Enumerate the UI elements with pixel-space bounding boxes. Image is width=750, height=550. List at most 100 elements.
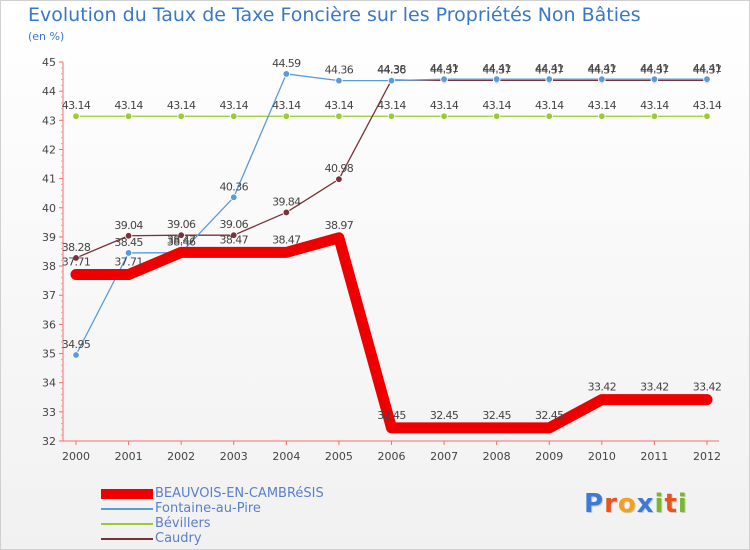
data-point: [441, 113, 448, 120]
line-chart: 32333435363738394041424344452000 2001 2002…: [1, 1, 749, 549]
data-point: [441, 76, 448, 83]
data-point: [178, 113, 185, 120]
data-point: [230, 194, 237, 201]
y-tick-label: 33: [42, 406, 56, 419]
y-tick-label: 35: [42, 348, 56, 361]
data-point: [388, 77, 395, 84]
x-tick-label: 2007: [430, 450, 458, 463]
x-tick-label: 2002: [167, 450, 195, 463]
data-label: 43.14: [482, 99, 511, 112]
proxiti-logo: Proxiti: [584, 489, 688, 519]
data-point: [388, 113, 395, 120]
data-label: 43.14: [167, 99, 196, 112]
data-label: 43.14: [325, 99, 354, 112]
y-tick-label: 43: [42, 114, 56, 127]
data-label: 39.84: [272, 195, 301, 208]
x-tick-label: 2010: [588, 450, 616, 463]
logo-letter: o: [618, 489, 637, 519]
data-label: 43.14: [377, 99, 406, 112]
data-point: [336, 113, 343, 120]
x-tick-label: 2001: [115, 450, 143, 463]
y-tick-label: 44: [42, 85, 56, 98]
legend-label: Caudry: [155, 531, 202, 546]
y-tick-label: 41: [42, 173, 56, 186]
data-label: 33.42: [588, 381, 617, 394]
data-label: 44.59: [272, 57, 301, 70]
data-label: 38.45: [114, 236, 143, 249]
y-tick-label: 37: [42, 289, 56, 302]
legend-swatch: [101, 489, 153, 499]
x-tick-label: 2003: [220, 450, 248, 463]
data-label: 40.36: [220, 180, 249, 193]
y-tick-label: 32: [42, 435, 56, 448]
data-label: 40.98: [325, 162, 354, 175]
data-label: 44.41: [482, 62, 511, 75]
data-label: 43.14: [588, 99, 617, 112]
data-label: 38.47: [272, 233, 301, 246]
data-label: 44.41: [430, 62, 459, 75]
legend-swatch: [101, 508, 153, 510]
data-label: 33.42: [693, 381, 722, 394]
logo-letter: P: [584, 489, 604, 519]
data-label: 44.41: [588, 62, 617, 75]
data-label: 32.45: [377, 409, 406, 422]
data-label: 43.14: [430, 99, 459, 112]
logo-letter: r: [604, 489, 618, 519]
data-label: 32.45: [535, 409, 564, 422]
data-label: 32.45: [482, 409, 511, 422]
logo-letter: t: [664, 489, 677, 519]
data-label: 38.47: [167, 233, 196, 246]
data-label: 44.41: [693, 62, 722, 75]
x-tick-label: 2004: [272, 450, 300, 463]
data-label: 32.45: [430, 409, 459, 422]
data-point: [336, 176, 343, 183]
data-label: 34.95: [62, 338, 91, 351]
legend-swatch: [101, 538, 153, 540]
chart-series: [73, 71, 711, 428]
data-label: 43.14: [535, 99, 564, 112]
chart-data-labels: 43.14 43.14 43.14 43.14 43.14 43.14 43.14 43.14…: [62, 57, 722, 422]
data-point: [546, 76, 553, 83]
data-label: 37.71: [62, 256, 91, 269]
data-point: [704, 113, 711, 120]
data-label: 43.14: [62, 99, 91, 112]
legend-label: Fontaine-au-Pire: [155, 501, 261, 516]
series-line: [76, 238, 707, 428]
data-label: 44.41: [640, 62, 669, 75]
data-point: [283, 113, 290, 120]
data-point: [704, 76, 711, 83]
data-label: 44.36: [325, 64, 354, 77]
data-point: [599, 113, 606, 120]
y-tick-label: 39: [42, 231, 56, 244]
data-point: [125, 113, 132, 120]
data-point: [546, 113, 553, 120]
y-tick-label: 42: [42, 143, 56, 156]
legend-label: Bévillers: [155, 516, 211, 531]
data-label: 44.36: [377, 64, 406, 77]
data-label: 43.14: [640, 99, 669, 112]
data-label: 43.14: [272, 99, 301, 112]
data-point: [283, 71, 290, 78]
logo-letter: i: [655, 489, 665, 519]
legend-swatch: [101, 523, 153, 525]
data-point: [599, 76, 606, 83]
data-point: [73, 113, 80, 120]
y-tick-label: 36: [42, 318, 56, 331]
data-label: 44.41: [535, 62, 564, 75]
data-label: 38.28: [62, 241, 91, 254]
data-label: 43.14: [693, 99, 722, 112]
legend-label: BEAUVOIS-EN-CAMBRéSIS: [155, 486, 324, 501]
data-point: [336, 77, 343, 84]
data-point: [73, 352, 80, 359]
y-tick-label: 38: [42, 260, 56, 273]
x-tick-label: 2009: [535, 450, 563, 463]
x-tick-label: 2012: [693, 450, 721, 463]
data-point: [493, 76, 500, 83]
data-label: 38.97: [325, 219, 354, 232]
logo-letter: x: [637, 489, 655, 519]
x-tick-label: 2006: [378, 450, 406, 463]
data-point: [283, 209, 290, 216]
data-label: 39.06: [220, 218, 249, 231]
data-label: 37.71: [114, 256, 143, 269]
data-point: [493, 113, 500, 120]
